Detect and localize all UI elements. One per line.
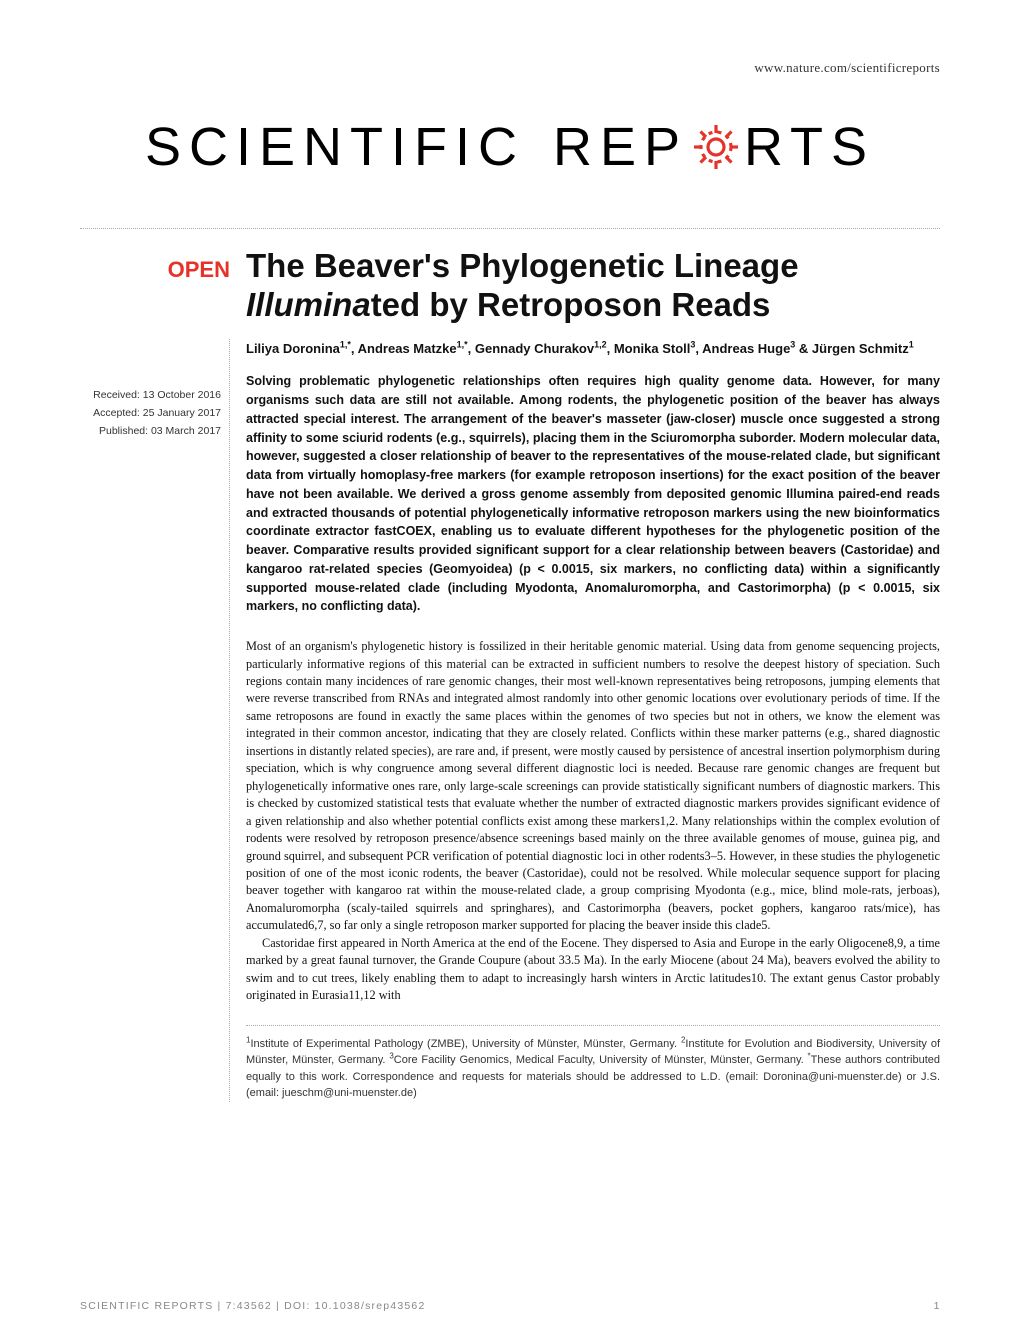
accepted-date: Accepted: 25 January 2017 — [80, 405, 221, 423]
abstract-text: Solving problematic phylogenetic relatio… — [246, 372, 940, 616]
affiliations-divider — [246, 1025, 940, 1026]
page-footer: SCIENTIFIC REPORTS | 7:43562 | DOI: 10.1… — [80, 1300, 940, 1312]
main-column: Liliya Doronina1,*, Andreas Matzke1,*, G… — [246, 339, 940, 1102]
page-number: 1 — [934, 1300, 940, 1312]
title-row: OPEN The Beaver's Phylogenetic Lineage I… — [80, 247, 940, 325]
logo-left-text: SCIENTIFIC — [145, 116, 525, 178]
journal-logo: SCIENTIFIC REP RTS — [80, 116, 940, 178]
affiliations: 1Institute of Experimental Pathology (ZM… — [246, 1036, 940, 1102]
journal-url: www.nature.com/scientificreports — [80, 60, 940, 76]
body-text: Most of an organism's phylogenetic histo… — [246, 638, 940, 1005]
title-italic: Illumina — [246, 286, 371, 323]
published-date: Published: 03 March 2017 — [80, 423, 221, 441]
page-container: www.nature.com/scientificreports SCIENTI… — [0, 0, 1020, 1142]
article-title: The Beaver's Phylogenetic Lineage Illumi… — [246, 247, 940, 325]
author-list: Liliya Doronina1,*, Andreas Matzke1,*, G… — [246, 339, 940, 359]
footer-citation: SCIENTIFIC REPORTS | 7:43562 | DOI: 10.1… — [80, 1300, 426, 1312]
title-part1: The Beaver's Phylogenetic Lineage — [246, 247, 799, 284]
title-part2: ted by Retroposon Reads — [371, 286, 771, 323]
logo-rep-text: REP — [553, 116, 688, 178]
body-paragraph-2: Castoridae first appeared in North Ameri… — [246, 935, 940, 1005]
open-access-badge: OPEN — [80, 257, 230, 283]
body-paragraph-1: Most of an organism's phylogenetic histo… — [246, 638, 940, 935]
received-date: Received: 13 October 2016 — [80, 387, 221, 405]
meta-column: Received: 13 October 2016 Accepted: 25 J… — [80, 339, 230, 1102]
divider-top — [80, 228, 940, 229]
content-columns: Received: 13 October 2016 Accepted: 25 J… — [80, 339, 940, 1102]
logo-right-text: RTS — [744, 116, 875, 178]
gear-icon — [692, 123, 740, 171]
